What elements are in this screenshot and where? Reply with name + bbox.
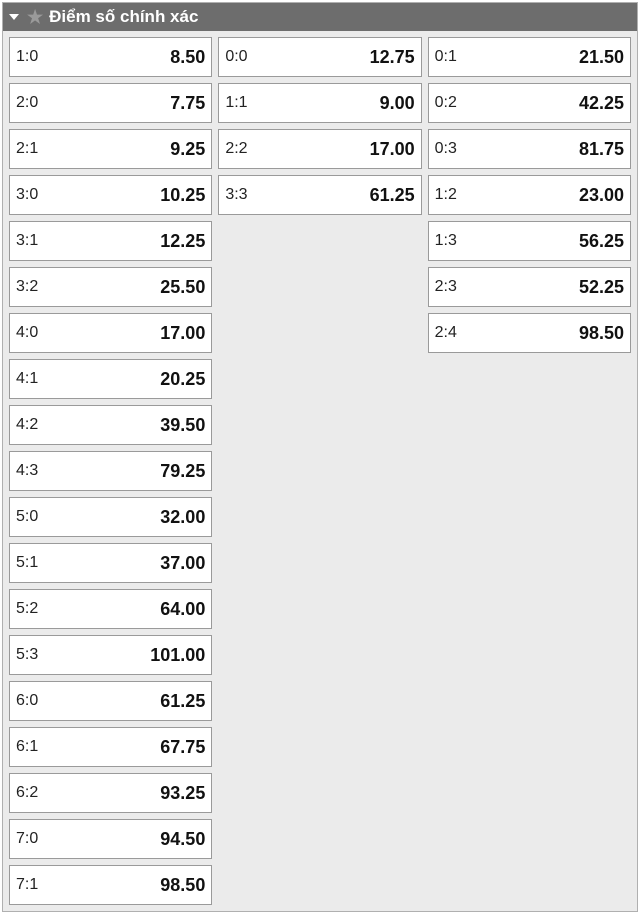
odds-cell[interactable]: 3:3 61.25 bbox=[218, 175, 421, 215]
score-label: 7:0 bbox=[16, 830, 38, 848]
odds-value: 81.75 bbox=[579, 139, 624, 160]
odds-cell[interactable]: 3:1 12.25 bbox=[9, 221, 212, 261]
odds-value: 61.25 bbox=[160, 691, 205, 712]
odds-value: 37.00 bbox=[160, 553, 205, 574]
score-column-away: 0:1 21.50 0:2 42.25 0:3 81.75 1:2 23.00 1:3 56.25… bbox=[428, 37, 631, 905]
odds-value: 39.50 bbox=[160, 415, 205, 436]
panel-header[interactable]: ★ Điểm số chính xác bbox=[3, 3, 637, 31]
odds-cell[interactable]: 0:0 12.75 bbox=[218, 37, 421, 77]
score-label: 5:2 bbox=[16, 600, 38, 618]
score-label: 4:0 bbox=[16, 324, 38, 342]
odds-value: 79.25 bbox=[160, 461, 205, 482]
odds-cell[interactable]: 1:2 23.00 bbox=[428, 175, 631, 215]
odds-cell[interactable]: 5:0 32.00 bbox=[9, 497, 212, 537]
odds-value: 9.00 bbox=[380, 93, 415, 114]
score-label: 2:0 bbox=[16, 94, 38, 112]
odds-cell[interactable]: 4:1 20.25 bbox=[9, 359, 212, 399]
odds-value: 67.75 bbox=[160, 737, 205, 758]
odds-cell[interactable]: 1:0 8.50 bbox=[9, 37, 212, 77]
odds-value: 12.25 bbox=[160, 231, 205, 252]
odds-cell[interactable]: 2:3 52.25 bbox=[428, 267, 631, 307]
score-label: 2:2 bbox=[225, 140, 247, 158]
odds-cell[interactable]: 2:4 98.50 bbox=[428, 313, 631, 353]
score-label: 3:1 bbox=[16, 232, 38, 250]
odds-cell[interactable]: 5:1 37.00 bbox=[9, 543, 212, 583]
score-label: 1:3 bbox=[435, 232, 457, 250]
odds-value: 98.50 bbox=[579, 323, 624, 344]
odds-value: 20.25 bbox=[160, 369, 205, 390]
score-label: 1:1 bbox=[225, 94, 247, 112]
odds-value: 42.25 bbox=[579, 93, 624, 114]
odds-value: 12.75 bbox=[370, 47, 415, 68]
score-label: 2:4 bbox=[435, 324, 457, 342]
odds-value: 17.00 bbox=[160, 323, 205, 344]
score-column-draw: 0:0 12.75 1:1 9.00 2:2 17.00 3:3 61.25 bbox=[218, 37, 421, 905]
favorite-star-icon[interactable]: ★ bbox=[27, 8, 43, 26]
score-label: 2:1 bbox=[16, 140, 38, 158]
odds-cell[interactable]: 7:1 98.50 bbox=[9, 865, 212, 905]
odds-value: 101.00 bbox=[150, 645, 205, 666]
score-label: 5:3 bbox=[16, 646, 38, 664]
odds-value: 61.25 bbox=[370, 185, 415, 206]
odds-cell[interactable]: 0:2 42.25 bbox=[428, 83, 631, 123]
odds-cell[interactable]: 5:3 101.00 bbox=[9, 635, 212, 675]
odds-cell[interactable]: 3:2 25.50 bbox=[9, 267, 212, 307]
odds-cell[interactable]: 4:2 39.50 bbox=[9, 405, 212, 445]
score-label: 5:0 bbox=[16, 508, 38, 526]
score-label: 3:3 bbox=[225, 186, 247, 204]
odds-cell[interactable]: 0:1 21.50 bbox=[428, 37, 631, 77]
odds-cell[interactable]: 3:0 10.25 bbox=[9, 175, 212, 215]
odds-value: 10.25 bbox=[160, 185, 205, 206]
odds-value: 94.50 bbox=[160, 829, 205, 850]
score-label: 6:1 bbox=[16, 738, 38, 756]
collapse-caret-icon bbox=[9, 14, 19, 20]
odds-value: 7.75 bbox=[170, 93, 205, 114]
score-label: 5:1 bbox=[16, 554, 38, 572]
score-label: 0:3 bbox=[435, 140, 457, 158]
odds-cell[interactable]: 6:1 67.75 bbox=[9, 727, 212, 767]
odds-value: 52.25 bbox=[579, 277, 624, 298]
panel-title: Điểm số chính xác bbox=[49, 7, 198, 27]
odds-cell[interactable]: 6:0 61.25 bbox=[9, 681, 212, 721]
score-label: 6:0 bbox=[16, 692, 38, 710]
score-label: 7:1 bbox=[16, 876, 38, 894]
score-label: 1:2 bbox=[435, 186, 457, 204]
score-label: 4:3 bbox=[16, 462, 38, 480]
odds-value: 56.25 bbox=[579, 231, 624, 252]
odds-value: 17.00 bbox=[370, 139, 415, 160]
odds-cell[interactable]: 2:2 17.00 bbox=[218, 129, 421, 169]
score-label: 3:0 bbox=[16, 186, 38, 204]
odds-value: 64.00 bbox=[160, 599, 205, 620]
score-label: 1:0 bbox=[16, 48, 38, 66]
odds-cell[interactable]: 4:3 79.25 bbox=[9, 451, 212, 491]
odds-cell[interactable]: 6:2 93.25 bbox=[9, 773, 212, 813]
score-label: 4:1 bbox=[16, 370, 38, 388]
odds-value: 32.00 bbox=[160, 507, 205, 528]
odds-cell[interactable]: 5:2 64.00 bbox=[9, 589, 212, 629]
odds-cell[interactable]: 2:1 9.25 bbox=[9, 129, 212, 169]
odds-value: 98.50 bbox=[160, 875, 205, 896]
score-label: 3:2 bbox=[16, 278, 38, 296]
odds-cell[interactable]: 4:0 17.00 bbox=[9, 313, 212, 353]
score-label: 0:1 bbox=[435, 48, 457, 66]
odds-value: 8.50 bbox=[170, 47, 205, 68]
score-label: 0:2 bbox=[435, 94, 457, 112]
odds-value: 21.50 bbox=[579, 47, 624, 68]
odds-cell[interactable]: 2:0 7.75 bbox=[9, 83, 212, 123]
odds-value: 23.00 bbox=[579, 185, 624, 206]
odds-cell[interactable]: 1:1 9.00 bbox=[218, 83, 421, 123]
odds-value: 9.25 bbox=[170, 139, 205, 160]
score-label: 4:2 bbox=[16, 416, 38, 434]
score-label: 2:3 bbox=[435, 278, 457, 296]
score-column-home: 1:0 8.50 2:0 7.75 2:1 9.25 3:0 10.25 3:1 12.25 3:2… bbox=[9, 37, 212, 905]
odds-cell[interactable]: 7:0 94.50 bbox=[9, 819, 212, 859]
score-label: 0:0 bbox=[225, 48, 247, 66]
odds-value: 25.50 bbox=[160, 277, 205, 298]
odds-value: 93.25 bbox=[160, 783, 205, 804]
odds-cell[interactable]: 1:3 56.25 bbox=[428, 221, 631, 261]
score-label: 6:2 bbox=[16, 784, 38, 802]
correct-score-panel: ★ Điểm số chính xác 1:0 8.50 2:0 7.75 2:1 9.2… bbox=[2, 2, 638, 912]
panel-body: 1:0 8.50 2:0 7.75 2:1 9.25 3:0 10.25 3:1 12.25 3:2… bbox=[3, 31, 637, 911]
odds-cell[interactable]: 0:3 81.75 bbox=[428, 129, 631, 169]
